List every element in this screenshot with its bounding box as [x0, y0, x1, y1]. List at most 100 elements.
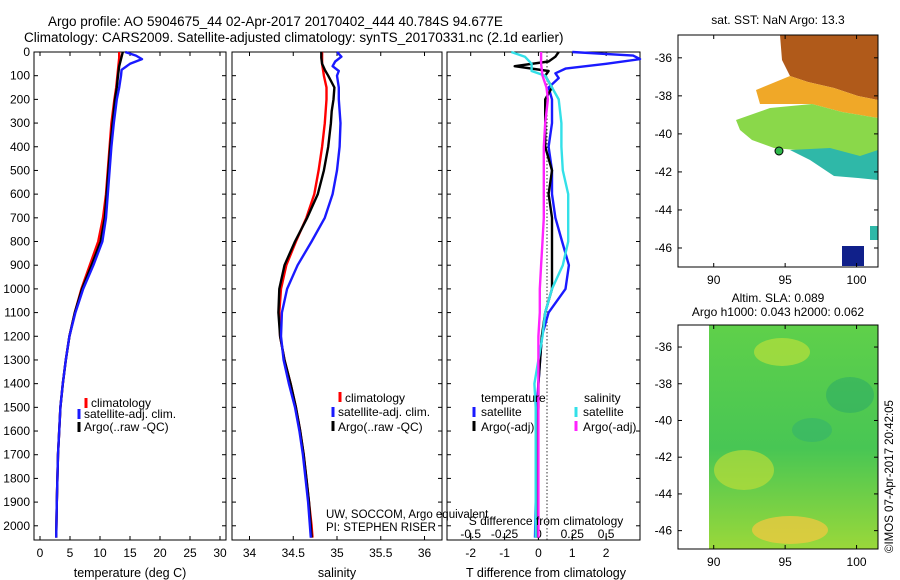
sla-heatmap	[678, 325, 878, 549]
difference-xlabel: T difference from climatology	[466, 566, 627, 580]
sla-low-anomaly	[826, 377, 874, 413]
temperature-axes-frame	[33, 51, 227, 541]
legend-satellite-label: satellite-adj. clim.	[84, 407, 176, 421]
lat-tick-label: -44	[655, 487, 673, 501]
depth-tick-label: 400	[10, 140, 30, 154]
difference-depth-ticks	[447, 51, 640, 527]
depth-axis: 0 100 200 300 400 500 600 700 800 900 1000 1100 1200…	[3, 45, 226, 533]
legend-temp-argo-label: Argo(-adj)	[481, 420, 534, 434]
imos-credit: ©IMOS 07-Apr-2017 20:42:05	[884, 400, 896, 553]
depth-tick-label: 700	[10, 211, 30, 225]
x-tick-label: 34	[243, 546, 257, 560]
sst-cold-region	[790, 148, 878, 180]
legend-argo-label: Argo(..raw -QC)	[84, 420, 169, 434]
legend-sal-satellite-label: satellite	[583, 405, 624, 419]
sla-map-panel: Altim. SLA: 0.089 Argo h1000: 0.043 h200…	[655, 291, 896, 569]
x-tick-label: 36	[418, 546, 432, 560]
salinity-lines	[277, 51, 343, 538]
series-line-satellite	[279, 51, 343, 538]
legend-salinity-title: salinity	[584, 391, 621, 405]
sst-map-title: sat. SST: NaN Argo: 13.3	[711, 13, 845, 27]
sst-heatmap	[678, 35, 878, 267]
series-line-climatology	[55, 52, 121, 538]
salinity-xlabel: salinity	[318, 566, 357, 580]
legend-argo-label: Argo(..raw -QC)	[338, 420, 423, 434]
depth-tick-label: 900	[10, 258, 30, 272]
sst-cold-patch	[842, 246, 864, 266]
legend-sal-argo-label: Argo(-adj)	[583, 420, 636, 434]
salinity-difference-axis: -0.5 -0.25 0 0.25 0.5	[460, 527, 614, 541]
lat-tick-label: -38	[655, 377, 673, 391]
legend-climatology-label: climatology	[345, 391, 405, 405]
lat-tick-label: -36	[655, 340, 673, 354]
temperature-lines	[55, 50, 144, 538]
x-tick-label: 30	[213, 546, 227, 560]
lat-tick-label: -44	[655, 203, 673, 217]
sla-lat-axis: -36 -38 -40 -42 -44 -46	[655, 340, 878, 538]
x-tick-label: 1	[569, 546, 576, 560]
s-tick-label: -0.25	[491, 527, 519, 541]
x-tick-label: 0	[535, 546, 542, 560]
pi-credit-line2: PI: STEPHEN RISER	[326, 522, 436, 534]
depth-tick-label: 1200	[3, 329, 30, 343]
depth-tick-label: 500	[10, 163, 30, 177]
figure-title-line2: Climatology: CARS2009. Satellite-adjuste…	[24, 30, 564, 45]
depth-tick-label: 1400	[3, 377, 30, 391]
salinity-axes-frame	[231, 51, 443, 541]
lon-tick-label: 90	[707, 273, 721, 287]
sla-high-anomaly	[754, 338, 810, 366]
lat-tick-label: -40	[655, 413, 673, 427]
depth-tick-label: 300	[10, 116, 30, 130]
sla-map-frame	[677, 324, 879, 550]
sla-low-anomaly	[792, 418, 832, 442]
argo-float-marker	[774, 146, 784, 156]
legend-climatology-label: climatology	[91, 396, 151, 410]
sla-high-anomaly	[752, 516, 828, 544]
sla-high-anomaly	[714, 450, 774, 490]
sst-edge-patch	[870, 226, 878, 240]
sst-mild-region	[756, 76, 878, 118]
sst-lat-axis: -36 -38 -40 -42 -44 -46	[655, 51, 878, 255]
s-tick-label: -0.5	[460, 527, 481, 541]
depth-tick-label: 1600	[3, 424, 30, 438]
depth-tick-label: 1500	[3, 400, 30, 414]
x-tick-label: 15	[123, 546, 137, 560]
difference-xlabel-top: S difference from climatology	[469, 514, 624, 528]
salinity-legend: climatology satellite-adj. clim. Argo(..…	[331, 391, 430, 434]
x-tick-label: 0	[37, 546, 44, 560]
lat-tick-label: -46	[655, 524, 673, 538]
depth-tick-label: 1800	[3, 471, 30, 485]
salinity-x-axis: 34 34.5 35 35.5 36	[243, 52, 432, 560]
sst-map-frame	[677, 34, 879, 268]
depth-tick-label: 100	[10, 69, 30, 83]
x-tick-label: -2	[465, 546, 476, 560]
series-line-salinity-argo	[537, 52, 550, 538]
x-tick-label: 10	[93, 546, 107, 560]
lon-tick-label: 100	[847, 555, 867, 569]
lon-tick-label: 95	[778, 555, 792, 569]
salinity-depth-ticks	[232, 51, 442, 527]
temperature-xlabel: temperature (deg C)	[74, 566, 187, 580]
legend-satellite-label: satellite-adj. clim.	[338, 405, 430, 419]
lon-tick-label: 90	[707, 555, 721, 569]
sla-map-title-line1: Altim. SLA: 0.089	[732, 291, 825, 305]
salinity-panel: 34 34.5 35 35.5 36 salinity climatology sate…	[231, 51, 489, 580]
depth-tick-label: 1900	[3, 495, 30, 509]
depth-tick-label: 600	[10, 187, 30, 201]
temperature-x-axis: 0 5 10 15 20 25 30	[37, 52, 227, 560]
x-tick-label: 35	[330, 546, 344, 560]
x-tick-label: 34.5	[282, 546, 306, 560]
depth-tick-label: 0	[23, 45, 30, 59]
sst-lon-axis: 90 95 100	[707, 35, 867, 287]
sla-lon-axis: 90 95 100	[707, 325, 867, 569]
temperature-legend: climatology satellite-adj. clim. Argo(..…	[77, 396, 176, 434]
lon-tick-label: 100	[847, 273, 867, 287]
depth-tick-label: 1300	[3, 353, 30, 367]
lat-tick-label: -40	[655, 127, 673, 141]
depth-tick-label: 200	[10, 92, 30, 106]
sla-map-title-line2: Argo h1000: 0.043 h2000: 0.062	[692, 305, 864, 319]
lat-tick-label: -36	[655, 51, 673, 65]
pi-credit-line1: UW, SOCCOM, Argo equivalent	[326, 509, 489, 521]
x-tick-label: 25	[183, 546, 197, 560]
